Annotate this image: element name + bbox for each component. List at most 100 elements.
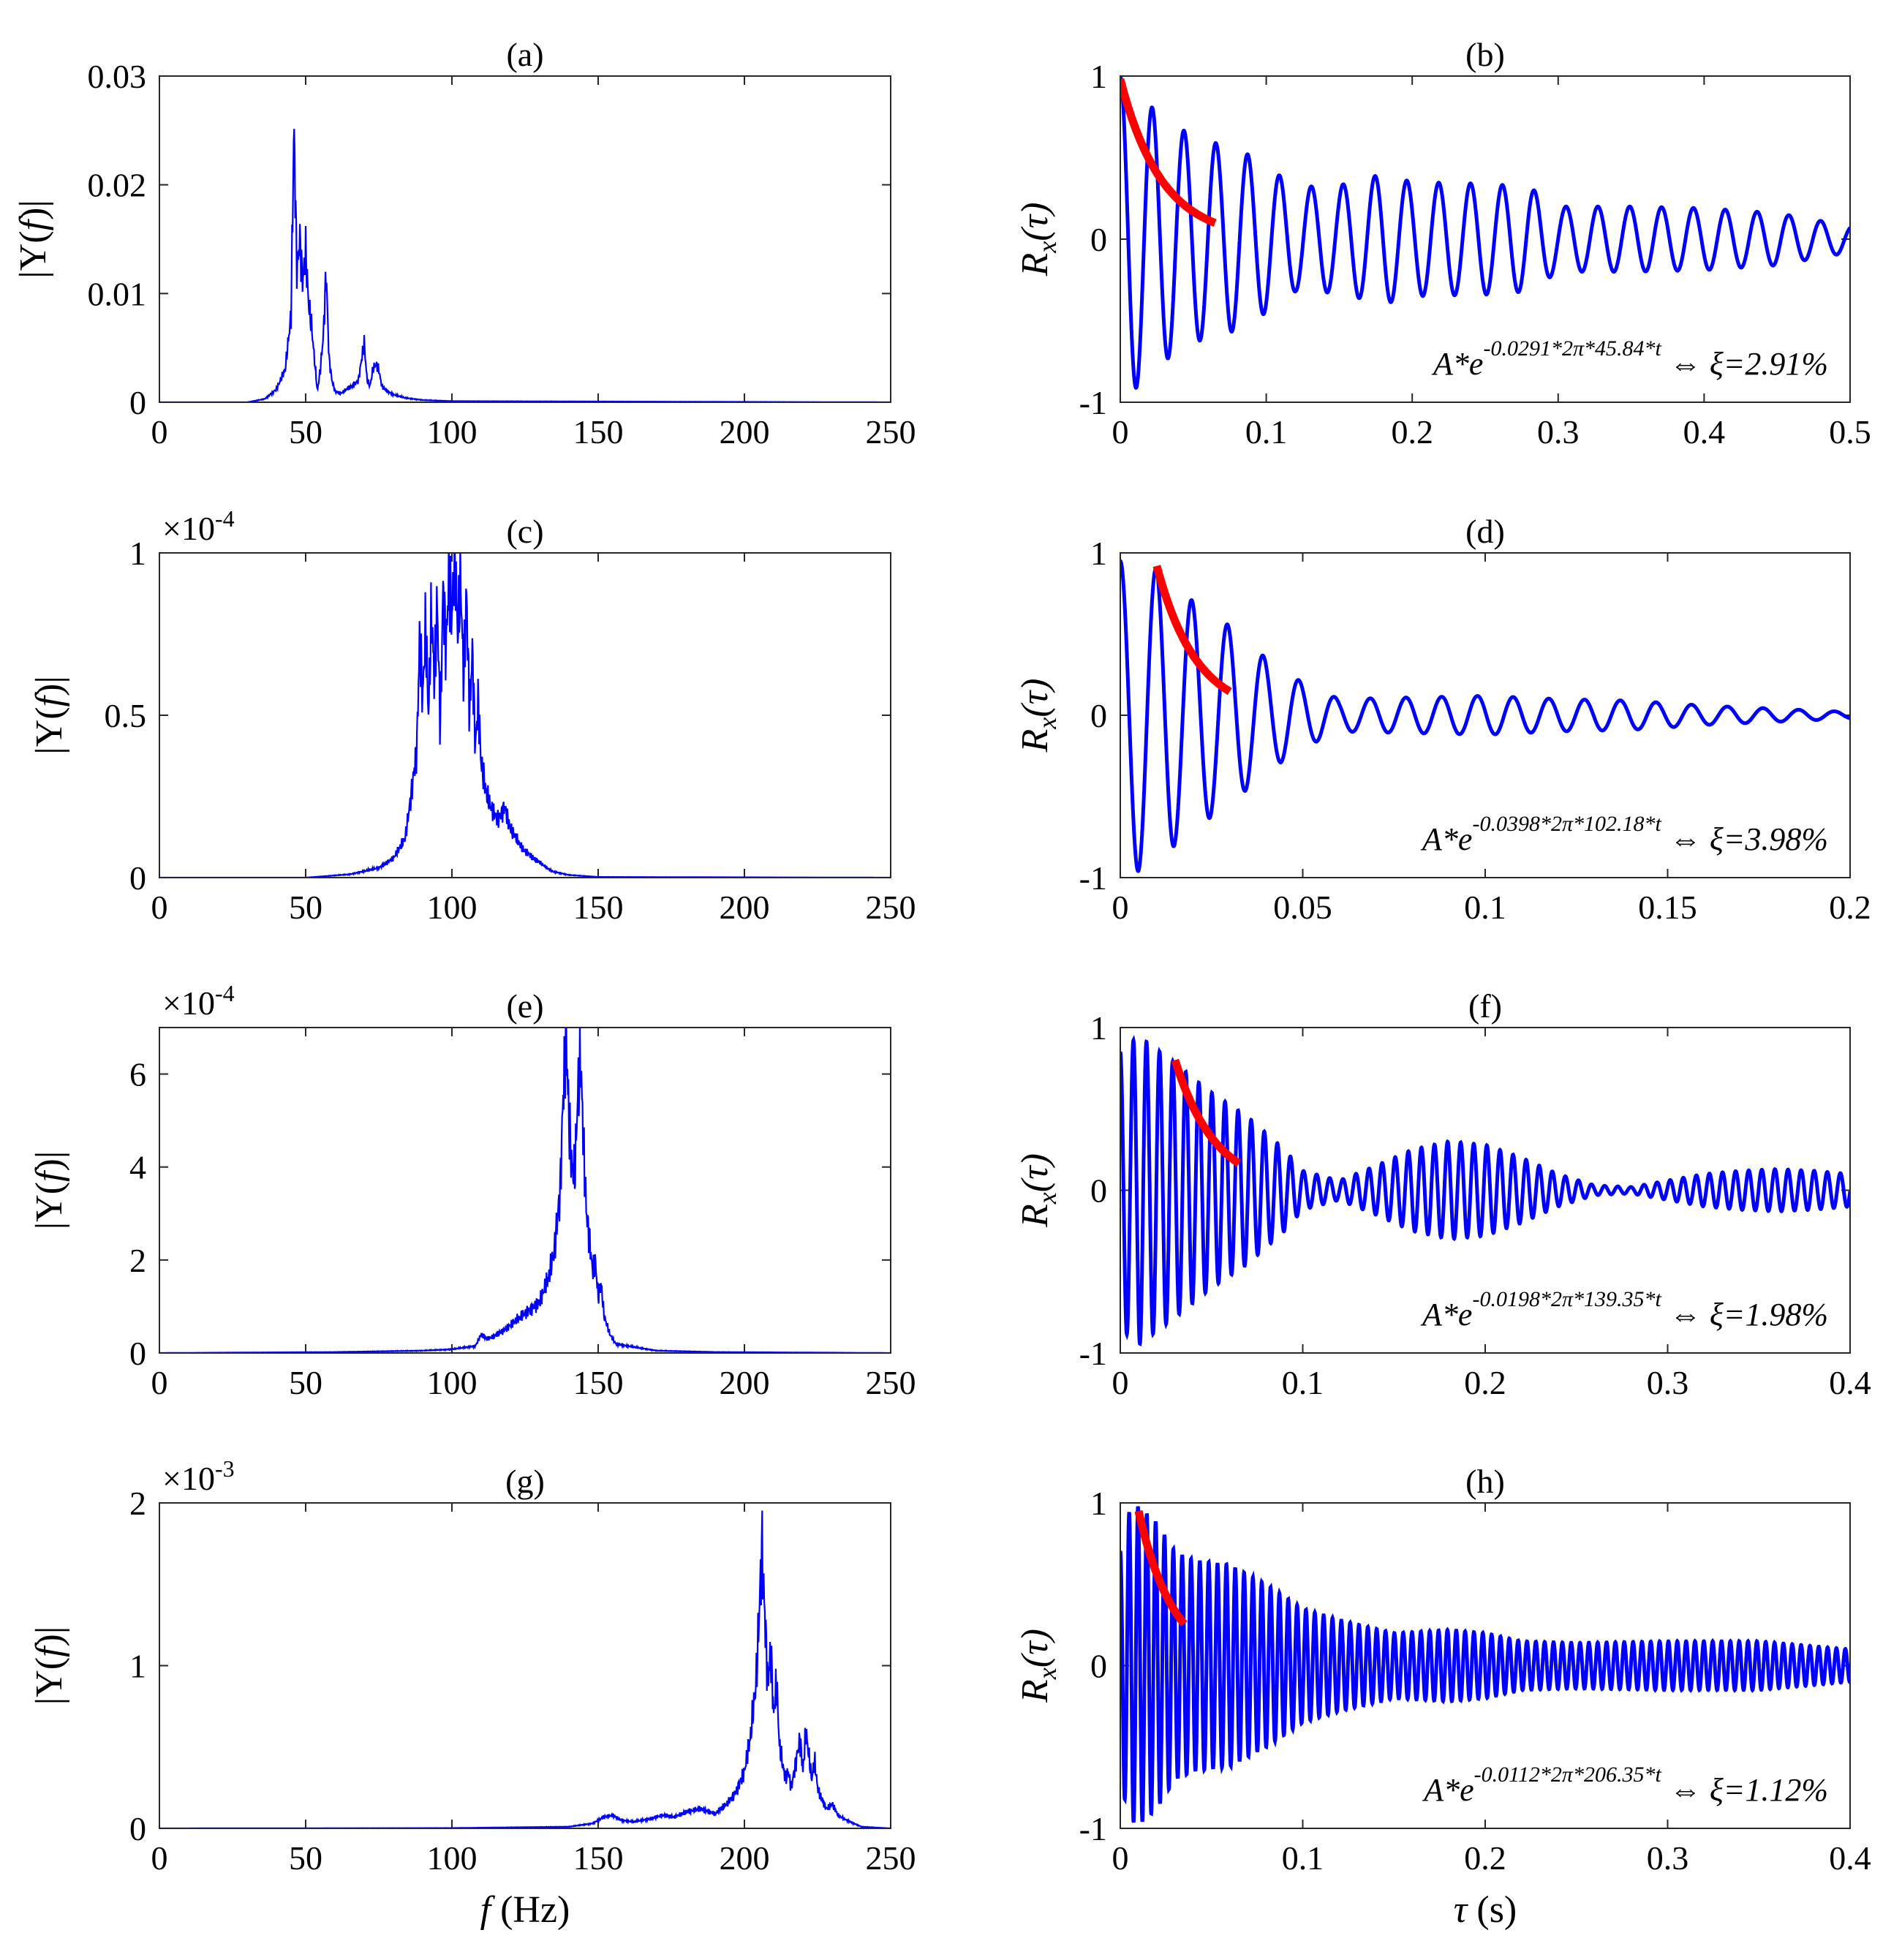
- panel-f: 0 0.1 0.2 0.3 0.4-101(f)Rx(τ)A*e-0.0198*2π*1…: [1014, 987, 1871, 1401]
- x-tick-label: 0: [151, 1839, 168, 1877]
- y-tick-label: 0.03: [88, 58, 147, 95]
- y-exponent-label: ×10-4: [162, 980, 235, 1022]
- y-tick-label: 0: [129, 1335, 146, 1372]
- series-autocorrelation: [1120, 559, 1850, 873]
- x-tick-label: 0.3: [1647, 1364, 1689, 1401]
- x-tick-label: 250: [866, 413, 916, 451]
- series-exponential-fit: [1152, 565, 1232, 696]
- y-tick-label: 0: [1090, 1172, 1107, 1210]
- series-exponential-fit: [1171, 1058, 1242, 1167]
- x-tick-label: 100: [427, 413, 478, 451]
- x-tick-label: 50: [289, 1364, 322, 1401]
- panel-e: 0 50 100 150 200 250 0 2 4 6 (e) ×10-4 |Y(f)|: [29, 980, 916, 1401]
- series-spectrum: [159, 129, 891, 402]
- x-tick-label: 0: [1112, 889, 1129, 926]
- damping-annotation: A*e-0.0198*2π*139.35*t ⇔ ξ=1.98%: [1420, 1287, 1828, 1333]
- x-tick-label: 250: [866, 889, 916, 926]
- series-autocorrelation: [1120, 1506, 1850, 1823]
- panel-title: (g): [505, 1463, 545, 1500]
- x-tick-label: 0: [1112, 413, 1129, 451]
- panel-c: 0 50 100 150 200 250 0 0.5 1 (c) ×10-4 |Y(f)|: [29, 505, 916, 926]
- y-tick-label: 1: [1090, 535, 1107, 572]
- x-tick-label: 0.3: [1537, 413, 1580, 451]
- x-tick-label: 0.1: [1464, 889, 1506, 926]
- series-spectrum: [159, 1028, 891, 1353]
- x-tick-label: 0: [151, 889, 168, 926]
- y-tick-label: 4: [129, 1149, 146, 1186]
- x-tick-label: 0.4: [1829, 1364, 1871, 1401]
- x-tick-label: 0.1: [1282, 1839, 1324, 1877]
- x-tick-label: 50: [289, 889, 322, 926]
- y-tick-label: 0: [129, 859, 146, 897]
- y-axis-label: |Y(f)|: [29, 1151, 70, 1229]
- series-exponential-fit: [1134, 1509, 1188, 1627]
- x-tick-label: 0.05: [1273, 889, 1332, 926]
- y-tick-label: -1: [1079, 384, 1107, 421]
- series-exponential-fit: [1120, 78, 1217, 227]
- panel-title: (f): [1468, 987, 1502, 1025]
- x-tick-label: 0: [1112, 1364, 1129, 1401]
- y-tick-label: 1: [1090, 58, 1107, 95]
- x-tick-label: 150: [573, 413, 624, 451]
- y-axis-label: Rx(τ): [1014, 1629, 1062, 1703]
- y-tick-label: 2: [129, 1485, 146, 1522]
- damping-annotation: A*e-0.0398*2π*102.18*t ⇔ ξ=3.98%: [1420, 812, 1828, 857]
- series-spectrum: [159, 1510, 891, 1828]
- axes-box: [1120, 1502, 1851, 1829]
- y-axis-label: |Y(f)|: [29, 1627, 70, 1705]
- x-tick-label: 150: [573, 1839, 624, 1877]
- x-tick-label: 200: [720, 1364, 770, 1401]
- x-tick-label: 200: [720, 413, 770, 451]
- y-tick-label: 0: [1090, 1648, 1107, 1685]
- panel-title: (d): [1465, 513, 1505, 550]
- axes-box: [159, 1027, 891, 1354]
- damping-annotation: A*e-0.0112*2π*206.35*t ⇔ ξ=1.12%: [1422, 1763, 1828, 1808]
- y-axis-label: |Y(f)|: [29, 676, 70, 754]
- y-tick-label: 2: [129, 1242, 146, 1279]
- axes-box: [1120, 552, 1851, 878]
- panel-d: 0 0.05 0.1 0.15 0.2-101(d)Rx(τ)A*e-0.0398*2π…: [1014, 513, 1871, 926]
- x-tick-label: 100: [427, 1364, 478, 1401]
- x-tick-label: 250: [866, 1839, 916, 1877]
- axes-box: [159, 552, 891, 878]
- x-tick-label: 250: [866, 1364, 916, 1401]
- x-tick-label: 0.2: [1391, 413, 1433, 451]
- x-tick-label: 0.2: [1829, 889, 1871, 926]
- y-tick-label: 0: [129, 384, 146, 421]
- y-tick-label: -1: [1079, 1335, 1107, 1372]
- y-axis-label: |Y(f)|: [12, 200, 54, 278]
- x-tick-label: 0.2: [1464, 1364, 1506, 1401]
- x-tick-label: 0.15: [1638, 889, 1697, 926]
- x-tick-label: 100: [427, 889, 478, 926]
- x-tick-label: 0: [151, 413, 168, 451]
- x-tick-label: 150: [573, 889, 624, 926]
- panel-a: 0 50 100 150 200 250 0 0.01 0.02 0.03 (a) |Y(f)|: [12, 36, 916, 451]
- y-tick-label: 1: [129, 1648, 146, 1685]
- y-tick-label: 0.01: [88, 275, 147, 312]
- series-autocorrelation: [1120, 76, 1850, 391]
- x-tick-label: 0.4: [1829, 1839, 1871, 1877]
- y-tick-label: 1: [129, 535, 146, 572]
- series-autocorrelation: [1120, 1034, 1850, 1347]
- panel-title: (a): [506, 36, 543, 73]
- x-tick-label: 50: [289, 1839, 322, 1877]
- panel-b: 0 0.1 0.2 0.3 0.4 0.5-101(b)Rx(τ)A*e-0.0291*2…: [1014, 36, 1871, 451]
- x-tick-label: 0.2: [1464, 1839, 1506, 1877]
- y-tick-label: -1: [1079, 859, 1107, 897]
- panel-h: 0 0.1 0.2 0.3 0.4-101(h)Rx(τ)τ (s)A*e-0.0112…: [1014, 1463, 1871, 1931]
- y-tick-label: 0.02: [88, 167, 147, 204]
- panel-title: (c): [506, 513, 543, 550]
- y-tick-label: 0: [129, 1810, 146, 1847]
- y-tick-label: 0: [1090, 697, 1107, 734]
- x-tick-label: 0.1: [1282, 1364, 1324, 1401]
- y-axis-label: Rx(τ): [1014, 203, 1062, 277]
- x-tick-label: 150: [573, 1364, 624, 1401]
- x-tick-label: 0.4: [1683, 413, 1726, 451]
- panel-g: 0 50 100 150 200 250 0 1 2 (g) ×10-3 |Y(f)| f (Hz): [29, 1455, 916, 1931]
- panel-title: (b): [1465, 36, 1505, 73]
- panel-title: (e): [506, 987, 543, 1025]
- x-axis-label: τ (s): [1454, 1889, 1517, 1931]
- y-tick-label: 1: [1090, 1009, 1107, 1047]
- x-tick-label: 0: [151, 1364, 168, 1401]
- x-tick-label: 200: [720, 1839, 770, 1877]
